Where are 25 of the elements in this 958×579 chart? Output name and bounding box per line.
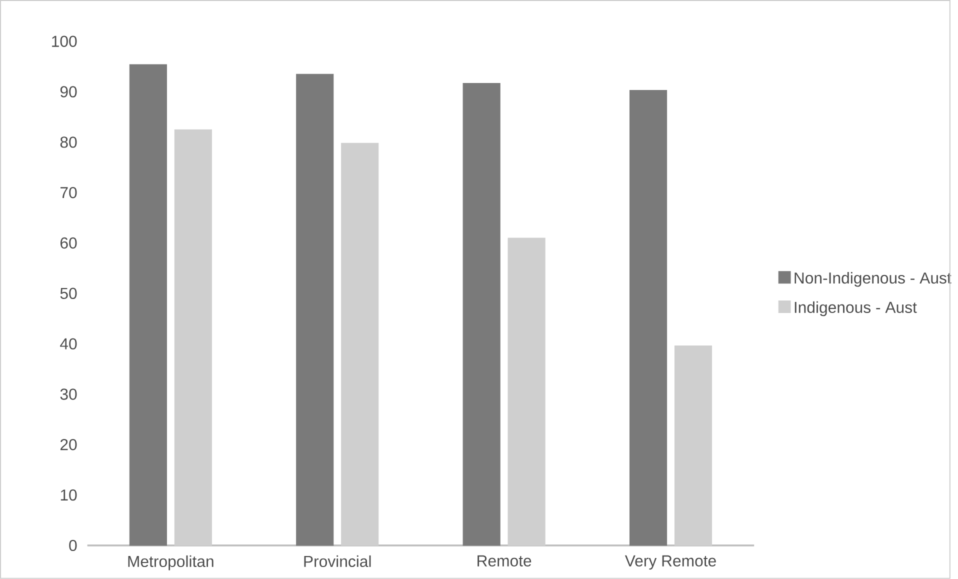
x-tick-label: Remote	[478, 555, 532, 567]
y-tick-label: 70	[60, 187, 77, 198]
bar	[296, 74, 334, 546]
x-tick-label: Metropolitan	[128, 555, 214, 570]
y-tick-label: 80	[60, 136, 77, 148]
y-tick-label: 40	[60, 338, 77, 350]
y-tick-label: 90	[60, 86, 77, 98]
bar	[341, 142, 379, 546]
legend-label: Indigenous - Aust	[794, 301, 917, 316]
bar	[129, 64, 167, 546]
bar	[174, 129, 212, 546]
bar	[674, 346, 712, 546]
y-tick-label: 0	[69, 540, 77, 552]
bar	[629, 90, 668, 546]
y-tick-label: 30	[60, 388, 77, 400]
x-tick-label: Very Remote	[624, 555, 716, 570]
y-tick-label: 60	[60, 237, 77, 249]
y-tick-label: 50	[60, 288, 77, 300]
y-tick-label: 100	[52, 36, 77, 48]
x-tick-label: Provincial	[304, 555, 371, 568]
bar	[508, 238, 546, 546]
y-tick-label: 20	[60, 439, 77, 450]
legend-label: Non-Indigenous - Aust	[794, 272, 952, 287]
bar	[462, 82, 500, 546]
y-tick-label: 10	[60, 489, 77, 501]
